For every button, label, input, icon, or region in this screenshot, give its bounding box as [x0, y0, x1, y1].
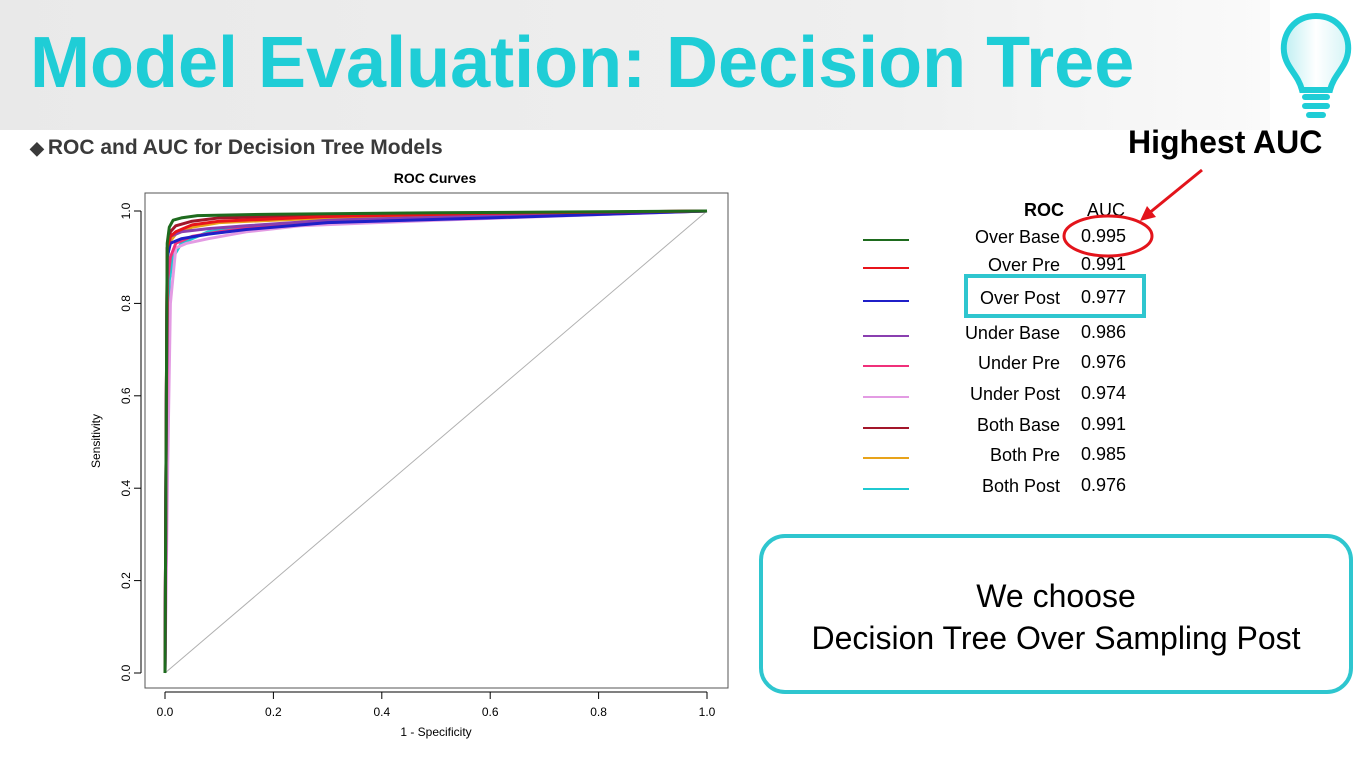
legend-item-auc: 0.995	[1081, 226, 1127, 246]
y-tick-label: 0.8	[119, 295, 133, 312]
x-tick-label: 0.6	[482, 705, 499, 719]
legend-color-swatch	[863, 488, 909, 490]
lightbulb-icon	[1280, 12, 1352, 118]
legend-color-swatch	[863, 396, 909, 398]
legend-item-auc: 0.974	[1081, 383, 1127, 403]
legend-item-name: Over Post	[979, 288, 1060, 308]
legend-color-swatch	[863, 335, 909, 337]
x-tick-label: 0.2	[265, 705, 282, 719]
legend-color-swatch	[863, 267, 909, 269]
legend-item-name: Over Pre	[987, 255, 1060, 275]
legend-color-swatch	[863, 365, 909, 367]
legend-item-auc: 0.991	[1081, 254, 1127, 274]
conclusion-line-2: Decision Tree Over Sampling Post	[811, 620, 1301, 656]
roc-series-over-base	[163, 209, 708, 674]
conclusion-line-1: We choose	[976, 578, 1136, 614]
legend-item-auc: 0.986	[1081, 322, 1127, 342]
legend-item-auc: 0.976	[1081, 352, 1127, 372]
x-tick-label: 0.8	[590, 705, 607, 719]
y-tick-label: 0.0	[119, 664, 133, 681]
x-axis-label: 1 - Specificity	[400, 725, 471, 739]
chart-title: ROC Curves	[394, 170, 477, 186]
legend-item-name: Over Base	[974, 227, 1060, 247]
subtitle-text: ROC and AUC for Decision Tree Models	[47, 136, 443, 159]
legend-item-auc: 0.976	[1081, 475, 1127, 495]
conclusion-box: We choose Decision Tree Over Sampling Po…	[759, 534, 1353, 694]
legend-item-name: Both Post	[981, 476, 1060, 496]
legend-item-name: Under Base	[964, 323, 1060, 343]
plot-frame	[144, 192, 729, 689]
y-tick-label: 0.4	[119, 480, 133, 497]
legend-color-swatch	[863, 457, 909, 459]
legend-header-auc: AUC	[1087, 200, 1126, 220]
legend-color-swatch	[863, 427, 909, 429]
legend-item-auc: 0.985	[1081, 444, 1127, 464]
reference-diagonal-line	[164, 210, 708, 674]
legend-color-swatch	[863, 300, 909, 302]
roc-series-under-post	[163, 209, 708, 674]
y-axis-label: Sensitivity	[89, 414, 103, 468]
roc-chart: ROC Curves 0.0 0.2 0.4 0.6 0.8 1.0 0.0 0.2 0.4 0.…	[89, 170, 729, 739]
bullet-diamond-icon: ◆	[30, 138, 44, 158]
slide-title: Model Evaluation: Decision Tree	[30, 23, 1135, 103]
highlight-arrow-line	[1147, 168, 1203, 216]
subtitle: ◆ ROC and AUC for Decision Tree Models	[30, 136, 443, 160]
legend-item-name: Under Pre	[977, 353, 1060, 373]
legend-item-name: Under Post	[969, 384, 1060, 404]
legend-color-swatch	[863, 239, 909, 241]
x-tick-label: 0.4	[373, 705, 390, 719]
x-tick-label: 1.0	[699, 705, 716, 719]
legend-item-name: Both Pre	[989, 445, 1060, 465]
highest-auc-label: Highest AUC	[1128, 124, 1323, 160]
y-tick-label: 0.6	[119, 387, 133, 404]
legend-item-auc: 0.991	[1081, 414, 1127, 434]
y-tick-label: 1.0	[119, 202, 133, 219]
legend-item-auc: 0.977	[1081, 287, 1127, 307]
legend-header-roc: ROC	[1024, 200, 1064, 220]
title-band	[0, 0, 1270, 130]
legend-item-name: Both Base	[976, 415, 1060, 435]
x-tick-label: 0.0	[157, 705, 174, 719]
y-tick-label: 0.2	[119, 572, 133, 589]
